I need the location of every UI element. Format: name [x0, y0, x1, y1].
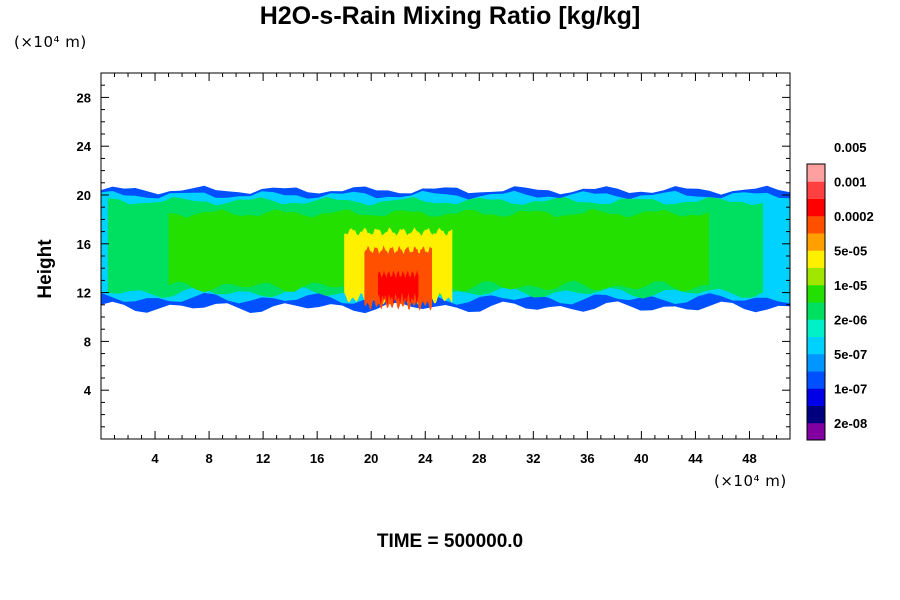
- y-tick-label: 4: [84, 383, 92, 398]
- colorbar-label: 5e-05: [834, 243, 867, 258]
- x-tick-label: 40: [634, 451, 648, 466]
- colorbar-swatch: [807, 233, 825, 251]
- colorbar-swatch: [807, 302, 825, 320]
- colorbar-swatch: [807, 388, 825, 406]
- x-tick-label: 44: [688, 451, 703, 466]
- y-tick-label: 28: [77, 90, 91, 105]
- colorbar: 2e-08 1e-07 5e-07 2e-06 1e-05 5e-05 0.0002 0.00…: [806, 140, 874, 441]
- field-layer: [378, 269, 419, 305]
- mixing-ratio-field: [101, 185, 790, 314]
- x-tick-label: 24: [418, 451, 433, 466]
- colorbar-label: 0.005: [834, 140, 867, 155]
- x-tick-label: 36: [580, 451, 594, 466]
- colorbar-label: 2e-08: [834, 416, 867, 431]
- colorbar-label: 0.001: [834, 174, 867, 189]
- y-tick-label: 12: [77, 286, 91, 301]
- colorbar-swatch: [807, 181, 825, 199]
- y-tick-label: 20: [77, 188, 91, 203]
- x-tick-label: 28: [472, 451, 486, 466]
- x-tick-label: 32: [526, 451, 540, 466]
- y-tick-label: 24: [77, 139, 92, 154]
- x-tick-label: 16: [310, 451, 324, 466]
- x-tick-label: 4: [151, 451, 159, 466]
- colorbar-swatch: [807, 422, 825, 441]
- time-label: TIME = 500000.0: [376, 531, 524, 552]
- y-tick-label: 16: [77, 237, 91, 252]
- x-tick-label: 8: [205, 451, 212, 466]
- colorbar-label: 0.0002: [834, 209, 874, 224]
- colorbar-swatch: [807, 284, 825, 303]
- x-tick-label: 20: [364, 451, 378, 466]
- colorbar-label: 2e-06: [834, 312, 867, 327]
- colorbar-frame: [806, 163, 826, 441]
- colorbar-swatch: [807, 215, 825, 234]
- colorbar-label: 1e-07: [834, 381, 867, 396]
- colorbar-swatch: [807, 336, 825, 355]
- x-tick-label: 48: [742, 451, 756, 466]
- colorbar-swatch: [807, 164, 825, 182]
- colorbar-swatch: [807, 250, 825, 268]
- y-axis: 4 8 12 16 20 24 28: [77, 84, 790, 428]
- colorbar-swatch: [807, 371, 825, 389]
- colorbar-swatch: [807, 198, 825, 217]
- x-axis: 4 8 12 16 20 24 28 32 36 40 44 48: [114, 73, 777, 466]
- colorbar-swatch: [807, 319, 825, 337]
- x-axis-unit: (×10⁴ m): [714, 472, 787, 490]
- y-tick-label: 8: [84, 334, 91, 349]
- y-axis-unit: (×10⁴ m): [14, 33, 87, 51]
- colorbar-swatch: [807, 405, 825, 424]
- x-tick-label: 12: [256, 451, 270, 466]
- colorbar-swatch: [807, 353, 825, 372]
- colorbar-label: 5e-07: [834, 347, 867, 362]
- colorbar-swatch: [807, 267, 825, 286]
- chart-title: H2O-s-Rain Mixing Ratio [kg/kg]: [259, 2, 641, 30]
- colorbar-label: 1e-05: [834, 278, 867, 293]
